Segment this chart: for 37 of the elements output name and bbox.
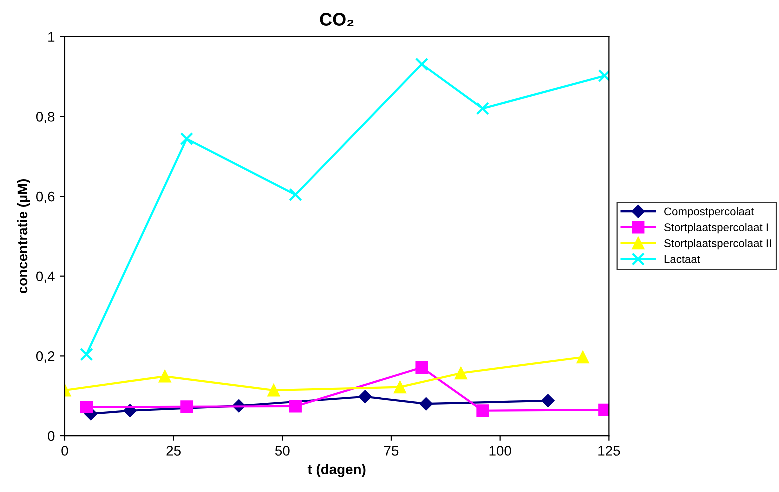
x-tick-label: 25 bbox=[166, 446, 181, 456]
point bbox=[454, 367, 468, 380]
y-tick-label: 0,8 bbox=[36, 112, 55, 124]
y-tick-label: 0,4 bbox=[36, 272, 55, 284]
point bbox=[289, 188, 302, 202]
point bbox=[180, 132, 194, 146]
y-tick-label: 0,6 bbox=[36, 192, 55, 204]
x-tick-label: 125 bbox=[598, 446, 620, 456]
point bbox=[80, 401, 93, 414]
y-tick-label: 0 bbox=[48, 431, 55, 442]
y-tick-label: 1 bbox=[48, 32, 55, 42]
legend-label: Lactaat bbox=[664, 256, 700, 264]
legend-label: Stortplaatspercolaat II bbox=[664, 239, 772, 250]
point bbox=[180, 400, 194, 414]
point bbox=[576, 351, 590, 364]
x-tick-label: 100 bbox=[490, 446, 512, 456]
legend-label: Compostpercolaat bbox=[664, 207, 754, 218]
point bbox=[415, 58, 429, 72]
chart-title: CO₂ bbox=[320, 13, 354, 26]
point bbox=[358, 390, 372, 404]
point bbox=[476, 102, 490, 116]
point bbox=[476, 404, 490, 418]
x-axis-title: t (dagen) bbox=[308, 464, 366, 478]
point bbox=[289, 400, 302, 413]
point bbox=[416, 362, 428, 374]
point bbox=[158, 370, 172, 383]
x-tick-label: 50 bbox=[275, 446, 290, 456]
point bbox=[420, 397, 433, 411]
x-tick-label: 75 bbox=[384, 446, 399, 456]
point bbox=[394, 381, 406, 394]
y-axis-title: concentratie (µM) bbox=[17, 180, 30, 294]
y-tick-label: 0,2 bbox=[36, 352, 55, 363]
point bbox=[268, 384, 280, 397]
legend-label: Stortplaatspercolaat I bbox=[664, 223, 768, 234]
point bbox=[542, 394, 555, 408]
point bbox=[80, 348, 94, 362]
x-tick-label: 0 bbox=[62, 446, 68, 456]
